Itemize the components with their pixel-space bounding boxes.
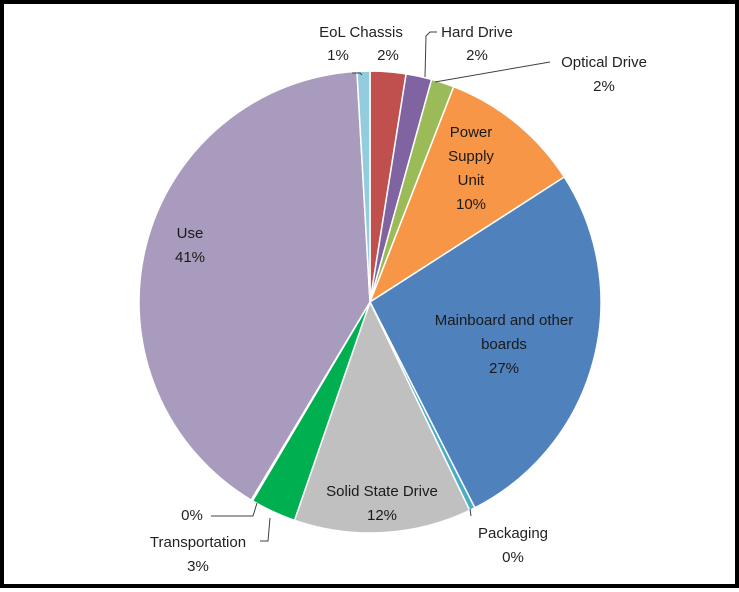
leader-optical-drive bbox=[434, 61, 551, 83]
leader-zero-slice bbox=[211, 502, 258, 517]
pie-slice-power-supply-unit bbox=[368, 85, 566, 304]
pct-hard-drive: 2% bbox=[466, 47, 488, 64]
pie-chart: EoL Chassis 2% 1% Hard Drive 2% Optical … bbox=[138, 24, 647, 575]
pie-slices bbox=[138, 70, 602, 534]
pct-minor-slice: 1% bbox=[327, 47, 349, 64]
label-ssd: Solid State Drive bbox=[326, 483, 438, 500]
label-mainboard-line1: Mainboard and other bbox=[435, 312, 573, 329]
pie-slice-solid-state-drive bbox=[293, 300, 471, 534]
pct-optical-drive: 2% bbox=[593, 78, 615, 95]
leader-transportation bbox=[260, 517, 271, 542]
pct-packaging: 0% bbox=[502, 549, 524, 566]
pct-transportation: 3% bbox=[187, 558, 209, 575]
label-optical-drive: Optical Drive bbox=[561, 54, 647, 71]
label-hard-drive: Hard Drive bbox=[441, 24, 513, 41]
pct-zero-slice: 0% bbox=[181, 507, 203, 524]
label-packaging: Packaging bbox=[478, 525, 548, 542]
leader-hard-drive bbox=[424, 31, 437, 78]
pct-use: 41% bbox=[175, 249, 205, 266]
pct-eol-chassis: 2% bbox=[377, 47, 399, 64]
pct-ssd: 12% bbox=[367, 507, 397, 524]
leader-eol-chassis bbox=[352, 72, 363, 76]
pie-slice-slice-10 bbox=[356, 70, 371, 303]
pie-slice-mainboard-and-other-boards bbox=[369, 175, 602, 509]
leader-lines bbox=[211, 31, 551, 542]
pct-mainboard: 27% bbox=[489, 360, 519, 377]
label-use: Use bbox=[177, 225, 204, 242]
label-psu-line2: Supply bbox=[448, 148, 494, 165]
label-eol-chassis: EoL Chassis bbox=[319, 24, 403, 41]
label-psu-line1: Power bbox=[450, 124, 493, 141]
label-mainboard-line2: boards bbox=[481, 336, 527, 353]
pct-psu: 10% bbox=[456, 196, 486, 213]
label-transportation: Transportation bbox=[150, 534, 246, 551]
label-psu-line3: Unit bbox=[458, 172, 486, 189]
pie-slice-use bbox=[138, 70, 371, 502]
leader-packaging bbox=[469, 508, 472, 517]
